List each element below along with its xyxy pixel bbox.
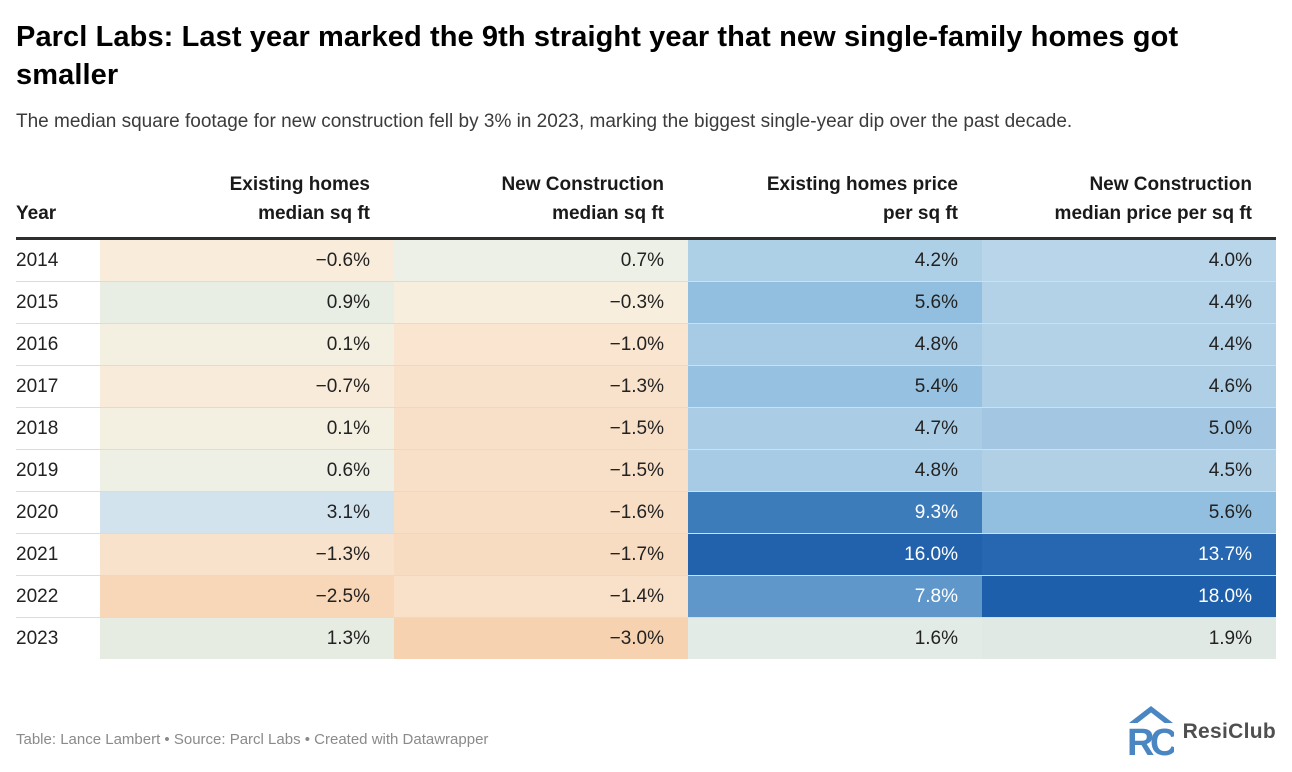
table-cell: 0.9% [100, 282, 394, 324]
table-cell: 0.6% [100, 450, 394, 492]
year-cell: 2016 [16, 333, 59, 355]
table-cell: 3.1% [100, 492, 394, 534]
table-row: 2018 0.1% −1.5% 4.7% 5.0% [16, 408, 1276, 451]
table-cell: −1.5% [394, 450, 688, 492]
column-header-year: Year [16, 202, 57, 224]
table-row: 2014 −0.6% 0.7% 4.2% 4.0% [16, 240, 1276, 283]
table-cell: −1.4% [394, 576, 688, 618]
table-row: 2016 0.1% −1.0% 4.8% 4.4% [16, 324, 1276, 367]
table-header-row: Year Existing homes median sq ft New Con… [16, 171, 1276, 241]
table-cell: 1.3% [100, 618, 394, 660]
table-row: 2020 3.1% −1.6% 9.3% 5.6% [16, 492, 1276, 535]
table-row: 2022 −2.5% −1.4% 7.8% 18.0% [16, 576, 1276, 619]
year-cell: 2015 [16, 291, 59, 313]
year-cell: 2014 [16, 249, 59, 271]
table-cell: 1.9% [982, 618, 1276, 660]
table-row: 2015 0.9% −0.3% 5.6% 4.4% [16, 282, 1276, 325]
table-cell: 9.3% [688, 492, 982, 534]
table-cell: −0.3% [394, 282, 688, 324]
year-cell: 2017 [16, 375, 59, 397]
resiclub-logo: R C ResiClub [1128, 706, 1276, 758]
table-cell: 1.6% [688, 618, 982, 660]
table-cell: −1.7% [394, 534, 688, 576]
table-cell: 4.8% [688, 324, 982, 366]
table-cell: 5.6% [688, 282, 982, 324]
column-header-new-construction-price: New Construction median price per sq ft [1054, 174, 1252, 224]
page-subtitle: The median square footage for new constr… [16, 110, 1073, 132]
column-header-existing-price: Existing homes price per sq ft [766, 174, 958, 224]
page-title: Parcl Labs: Last year marked the 9th str… [16, 21, 1179, 92]
table-cell: 0.7% [394, 240, 688, 282]
table-cell: −1.5% [394, 408, 688, 450]
table-cell: 16.0% [688, 534, 982, 576]
table-cell: 4.6% [982, 366, 1276, 408]
table-cell: −1.6% [394, 492, 688, 534]
table-cell: −2.5% [100, 576, 394, 618]
table-cell: 4.2% [688, 240, 982, 282]
year-cell: 2019 [16, 459, 59, 481]
data-table: Year Existing homes median sq ft New Con… [16, 171, 1276, 660]
table-row: 2023 1.3% −3.0% 1.6% 1.9% [16, 618, 1276, 660]
table-cell: 7.8% [688, 576, 982, 618]
table-cell: −1.3% [394, 366, 688, 408]
table-cell: 4.0% [982, 240, 1276, 282]
resiclub-logo-text: ResiClub [1182, 720, 1276, 743]
table-body: 2014 −0.6% 0.7% 4.2% 4.0% 2015 0.9% −0.3% 5.6% 4.… [16, 240, 1276, 660]
column-header-existing-sqft: Existing homes median sq ft [229, 174, 370, 224]
table-cell: −3.0% [394, 618, 688, 660]
resiclub-house-icon: R C [1128, 706, 1174, 758]
table-row: 2017 −0.7% −1.3% 5.4% 4.6% [16, 366, 1276, 409]
table-cell: 5.0% [982, 408, 1276, 450]
svg-text:R: R [1128, 722, 1154, 758]
table-row: 2021 −1.3% −1.7% 16.0% 13.7% [16, 534, 1276, 577]
year-cell: 2018 [16, 417, 59, 439]
table-cell: 4.5% [982, 450, 1276, 492]
footer: Table: Lance Lambert • Source: Parcl Lab… [16, 706, 1276, 758]
column-header-new-construction-sqft: New Construction median sq ft [501, 174, 664, 224]
year-cell: 2021 [16, 543, 59, 565]
table-cell: 18.0% [982, 576, 1276, 618]
table-cell: 0.1% [100, 408, 394, 450]
table-cell: 4.4% [982, 324, 1276, 366]
table-cell: 13.7% [982, 534, 1276, 576]
table-cell: 4.4% [982, 282, 1276, 324]
table-cell: 4.8% [688, 450, 982, 492]
table-row: 2019 0.6% −1.5% 4.8% 4.5% [16, 450, 1276, 493]
table-cell: 0.1% [100, 324, 394, 366]
table-cell: −0.6% [100, 240, 394, 282]
table-cell: −1.0% [394, 324, 688, 366]
credit-line: Table: Lance Lambert • Source: Parcl Lab… [16, 731, 489, 748]
table-cell: 4.7% [688, 408, 982, 450]
svg-text:C: C [1150, 722, 1174, 758]
year-cell: 2022 [16, 585, 59, 607]
table-cell: −1.3% [100, 534, 394, 576]
year-cell: 2023 [16, 627, 59, 649]
table-cell: 5.6% [982, 492, 1276, 534]
table-cell: 5.4% [688, 366, 982, 408]
year-cell: 2020 [16, 501, 59, 523]
table-cell: −0.7% [100, 366, 394, 408]
